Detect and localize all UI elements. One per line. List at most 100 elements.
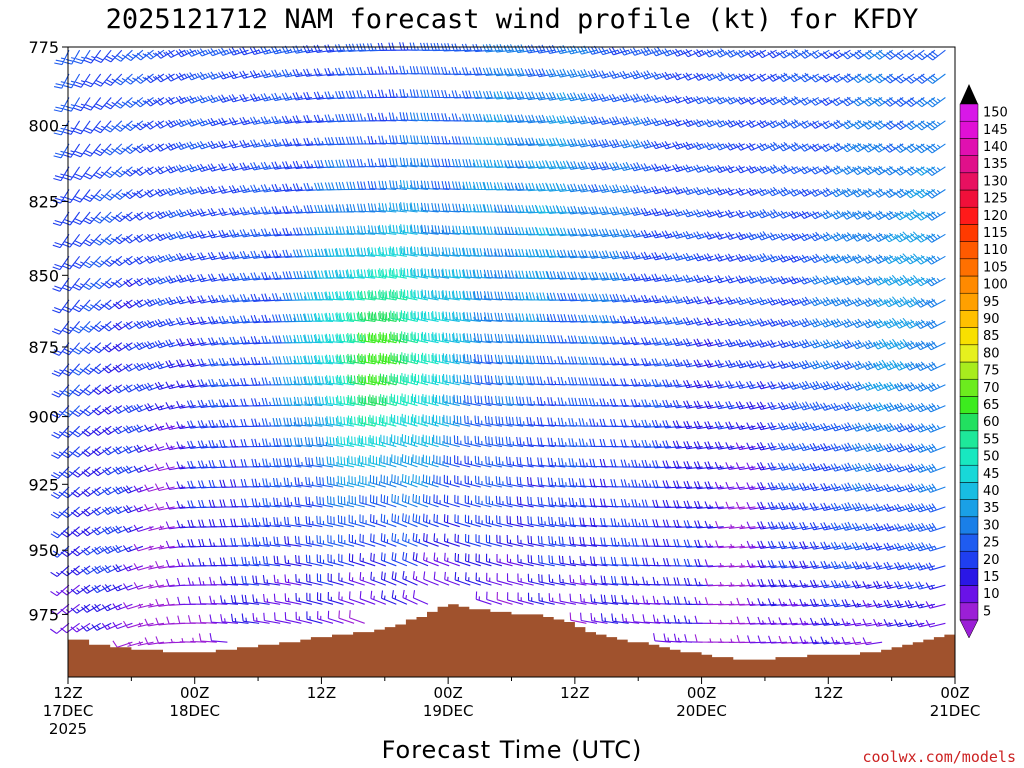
wind-barb xyxy=(830,483,851,492)
wind-barb xyxy=(82,255,102,269)
wind-barb xyxy=(380,474,397,488)
wind-barb xyxy=(228,207,249,216)
wind-barb xyxy=(367,135,386,145)
wind-barb xyxy=(313,159,334,169)
wind-barb xyxy=(588,161,608,171)
wind-barb xyxy=(694,596,714,606)
wind-barb xyxy=(314,226,334,236)
wind-barb xyxy=(516,496,534,508)
wind-barb xyxy=(410,267,429,279)
wind-barb xyxy=(123,405,144,414)
wind-barb xyxy=(747,635,766,644)
wind-barb xyxy=(535,227,555,236)
wind-barb xyxy=(316,496,334,508)
wind-barb xyxy=(756,231,777,241)
wind-barb xyxy=(304,396,323,407)
wind-barb xyxy=(640,207,661,217)
wind-barb xyxy=(567,271,587,280)
wind-barb xyxy=(558,574,576,586)
colorbar-swatch xyxy=(959,327,979,346)
wind-barb xyxy=(893,443,914,453)
wind-barb xyxy=(735,253,756,263)
wind-barb xyxy=(218,336,239,346)
wind-barb xyxy=(883,463,904,473)
wind-barb xyxy=(92,363,112,375)
wind-barb xyxy=(49,622,70,634)
wind-barb xyxy=(566,115,587,125)
wind-barb xyxy=(379,268,397,279)
wind-barb xyxy=(431,289,450,301)
wind-barb xyxy=(925,503,946,513)
wind-barb xyxy=(661,48,682,57)
credit-link[interactable]: coolwx.com/models xyxy=(862,748,1016,766)
wind-barb xyxy=(281,138,302,147)
wind-barb xyxy=(527,592,545,605)
wind-barb xyxy=(914,503,936,513)
wind-barb xyxy=(462,203,481,213)
wind-barb xyxy=(883,143,904,153)
wind-barb xyxy=(640,70,661,80)
wind-barb xyxy=(250,228,270,238)
wind-barb xyxy=(756,252,777,263)
wind-barb xyxy=(165,142,186,151)
wind-barb xyxy=(314,291,334,301)
wind-barb xyxy=(599,335,619,345)
wind-barb xyxy=(904,73,925,84)
wind-barb xyxy=(577,228,598,237)
wind-barb xyxy=(693,359,714,368)
wind-barb xyxy=(293,396,312,407)
wind-barb xyxy=(608,93,629,103)
wind-barb xyxy=(830,522,851,531)
wind-barb xyxy=(399,134,418,145)
wind-barb xyxy=(411,310,429,322)
wind-barb xyxy=(714,501,735,510)
wind-barb xyxy=(71,405,91,417)
wind-barb xyxy=(53,97,70,113)
wind-barb xyxy=(515,334,534,344)
colorbar-swatch xyxy=(959,413,979,432)
wind-barb xyxy=(600,575,619,586)
wind-barb xyxy=(112,564,133,573)
wind-barb xyxy=(514,204,534,214)
x-tick-label: 00Z xyxy=(180,684,209,702)
wind-barb xyxy=(862,73,883,84)
wind-barb xyxy=(788,276,809,285)
wind-barb xyxy=(641,419,661,428)
wind-barb xyxy=(619,139,640,149)
colorbar-label: 45 xyxy=(983,467,1000,482)
wind-barb xyxy=(830,402,851,412)
wind-barb xyxy=(315,375,334,386)
wind-barb xyxy=(165,96,186,105)
wind-barb xyxy=(451,158,471,168)
wind-barb xyxy=(283,397,302,407)
wind-barb xyxy=(324,91,344,100)
wind-barb xyxy=(433,434,450,448)
wind-barb xyxy=(53,120,70,136)
wind-barb xyxy=(293,270,312,280)
wind-barb xyxy=(536,355,555,365)
wind-barb xyxy=(71,486,91,498)
wind-barb xyxy=(154,297,175,307)
wind-barb xyxy=(661,316,682,325)
wind-barb xyxy=(462,181,481,191)
wind-barb xyxy=(851,462,872,472)
wind-barb xyxy=(144,255,165,264)
wind-barb xyxy=(611,613,629,624)
wind-barb xyxy=(630,439,650,448)
wind-barb xyxy=(651,273,672,282)
wind-barb xyxy=(402,589,418,605)
wind-barb xyxy=(587,138,608,148)
wind-barb xyxy=(433,552,450,567)
wind-barb xyxy=(609,184,629,194)
wind-barb xyxy=(682,209,703,218)
wind-barb xyxy=(809,442,830,452)
wind-barb xyxy=(536,376,555,386)
wind-barb xyxy=(144,233,165,242)
wind-barb xyxy=(473,269,492,279)
wind-barb xyxy=(133,485,154,493)
wind-barb xyxy=(271,271,291,280)
wind-barb xyxy=(504,204,524,213)
wind-barb xyxy=(421,224,439,235)
wind-barb xyxy=(348,455,365,468)
wind-barb xyxy=(925,143,946,154)
